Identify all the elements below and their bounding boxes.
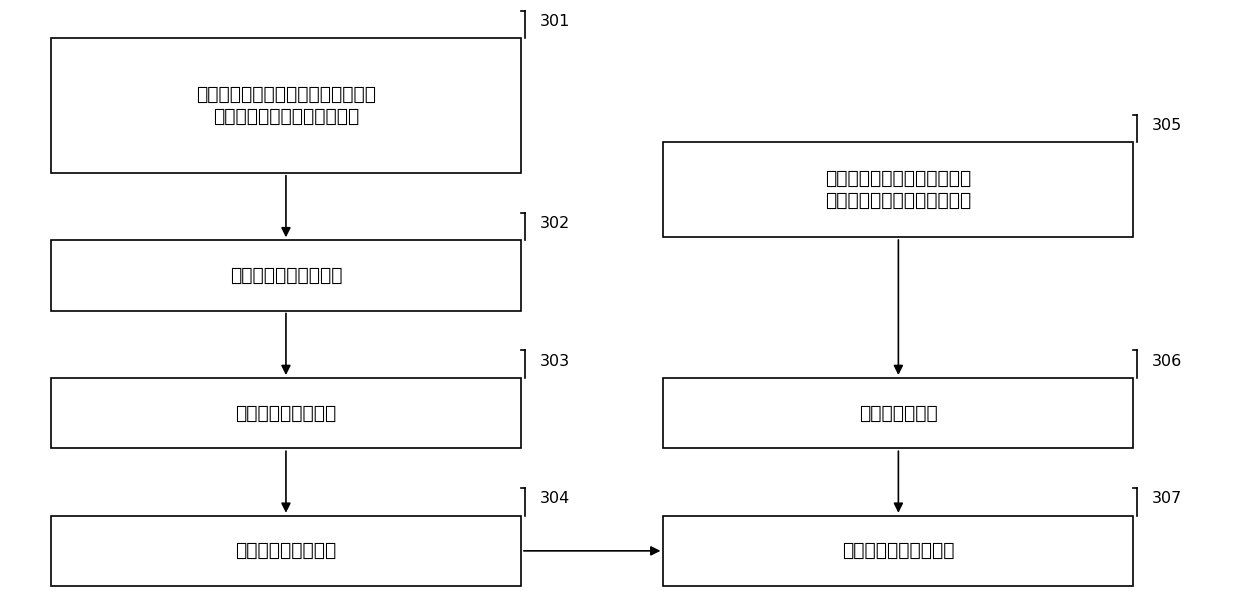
FancyBboxPatch shape xyxy=(663,515,1133,586)
Text: 306: 306 xyxy=(1152,354,1182,368)
Text: 对模型参数进行优化: 对模型参数进行优化 xyxy=(236,403,336,423)
FancyBboxPatch shape xyxy=(663,378,1133,448)
FancyBboxPatch shape xyxy=(51,38,521,173)
Text: 接收患者的人体参数，以及确
定患者需要预测的生理学指标: 接收患者的人体参数，以及确 定患者需要预测的生理学指标 xyxy=(826,169,971,210)
Text: 307: 307 xyxy=(1152,491,1182,506)
Text: 305: 305 xyxy=(1152,118,1182,133)
Text: 304: 304 xyxy=(539,491,570,506)
FancyBboxPatch shape xyxy=(51,378,521,448)
Text: 得到预测的生理学指标: 得到预测的生理学指标 xyxy=(842,541,955,560)
FancyBboxPatch shape xyxy=(663,142,1133,237)
Text: 得到最优统计学模型: 得到最优统计学模型 xyxy=(236,541,336,560)
Text: 选择统计学模型: 选择统计学模型 xyxy=(859,403,937,423)
Text: 接收一定数量患者的人体参数以及冠
状动脉狭窄生理学指标的数据: 接收一定数量患者的人体参数以及冠 状动脉狭窄生理学指标的数据 xyxy=(196,85,376,126)
Text: 302: 302 xyxy=(539,216,570,231)
Text: 选择合适的统计学模型: 选择合适的统计学模型 xyxy=(229,266,342,285)
FancyBboxPatch shape xyxy=(51,240,521,311)
Text: 301: 301 xyxy=(539,14,570,29)
Text: 303: 303 xyxy=(539,354,569,368)
FancyBboxPatch shape xyxy=(51,515,521,586)
